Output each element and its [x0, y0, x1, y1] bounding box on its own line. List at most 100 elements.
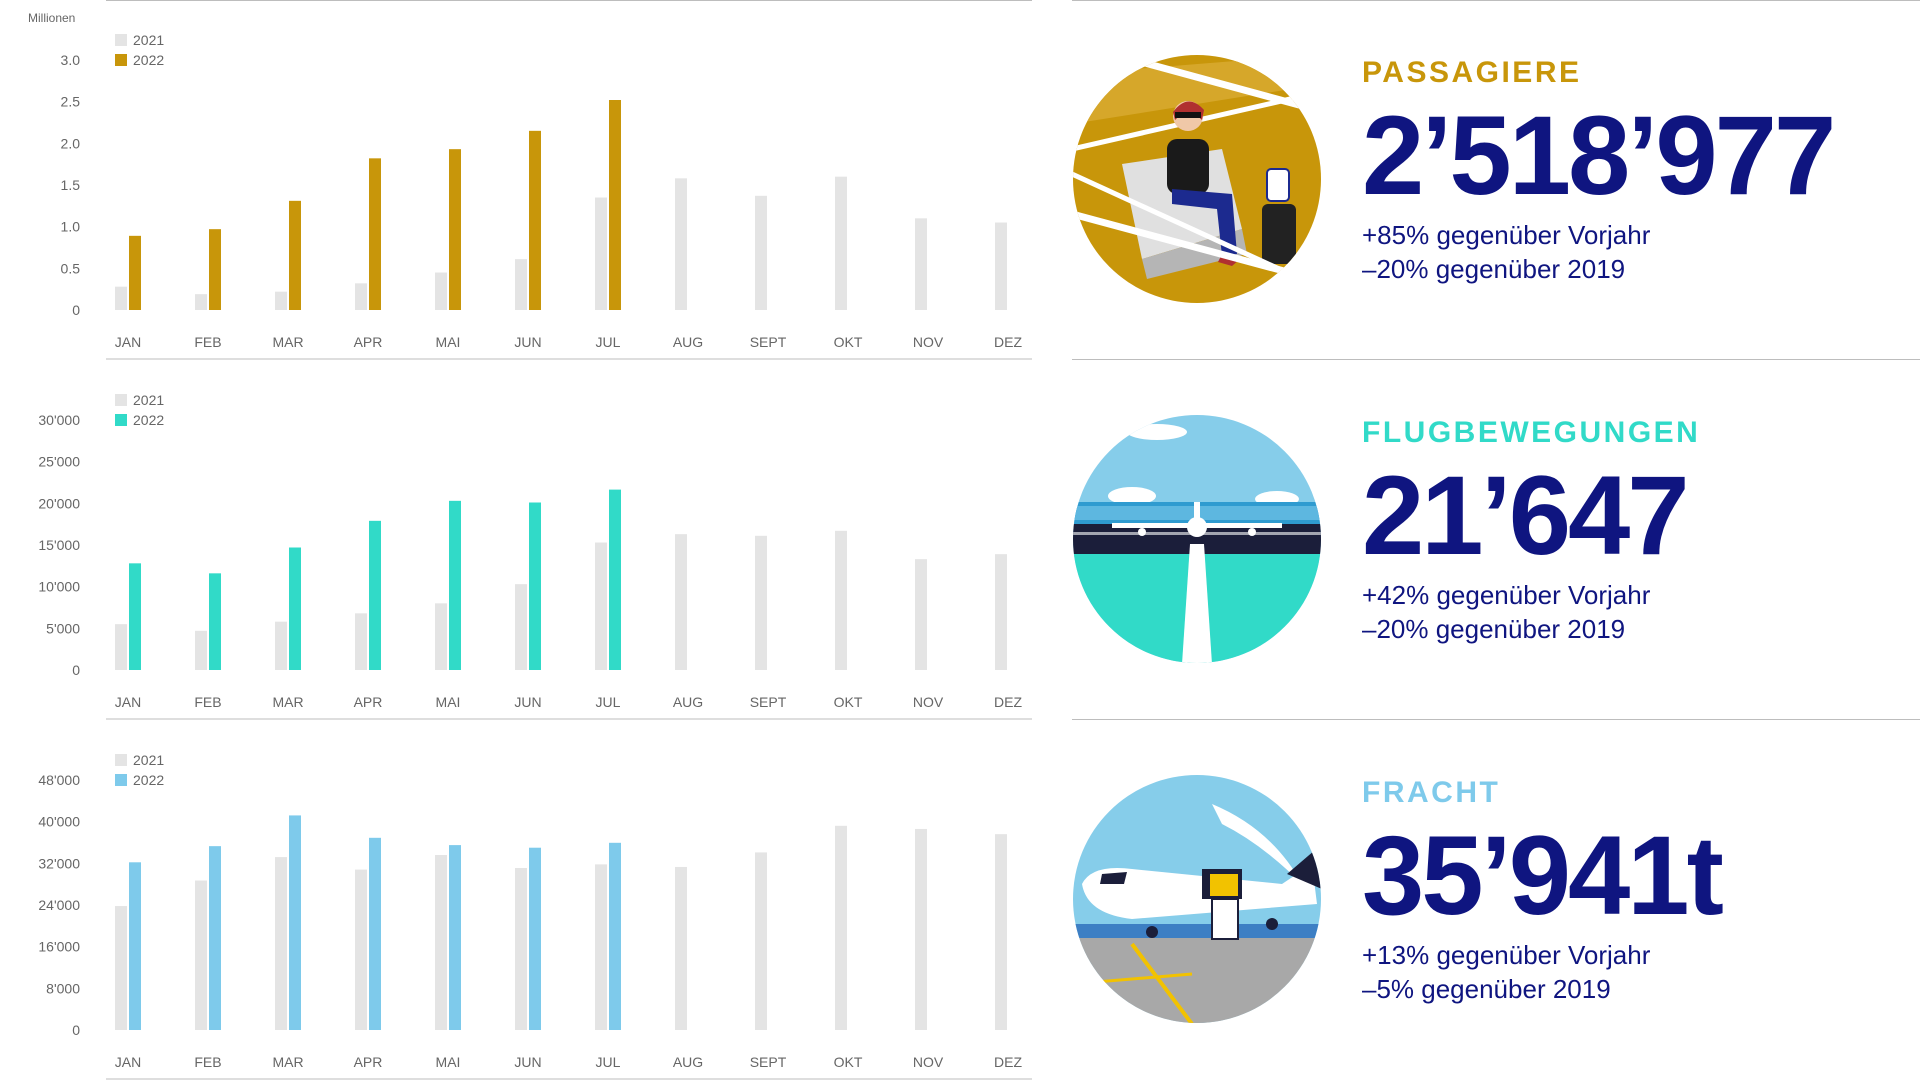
legend-swatch-2022 [115, 54, 127, 66]
runway-airplane-illustration [1073, 415, 1321, 663]
bar-2022-jun [529, 847, 541, 1030]
x-tick-label: DEZ [994, 334, 1022, 350]
passagiere-chart: Millionen 0 0.5 1.0 1.5 2.0 2.5 3.0 2021 2022 JAN F… [28, 11, 1032, 360]
legend-label-2022: 2022 [133, 52, 164, 68]
x-tick-label: SEPT [750, 334, 787, 350]
kpi-change-vorjahr-fracht: +13% gegenüber Vorjahr [1362, 940, 1651, 970]
bar-2021-okt [835, 825, 847, 1030]
legend-label-2022: 2022 [133, 772, 164, 788]
bar-2021-feb [195, 880, 207, 1030]
x-tick-label: MAR [272, 1054, 303, 1070]
y-tick-label: 24'000 [38, 897, 80, 913]
flugbewegungen-chart: 0 5'000 10'000 15'000 20'000 25'000 30'000 2021… [38, 392, 1032, 720]
bar-2021-dez [995, 222, 1007, 310]
bar-2021-mar [275, 857, 287, 1030]
kpi-value-fracht: 35’941t [1362, 813, 1724, 938]
bar-2022-apr [369, 837, 381, 1030]
kpi-change-2019-passagiere: –20% gegenüber 2019 [1362, 254, 1626, 284]
bar-2021-nov [915, 218, 927, 310]
bar-2021-jul [595, 864, 607, 1030]
y-tick-label: 0 [72, 662, 80, 678]
top-divider-right [1072, 0, 1920, 1]
legend-label-2022: 2022 [133, 412, 164, 428]
kpi-passagiere: PASSAGIERE 2’518’977 +85% gegenüber Vorj… [1362, 56, 1902, 286]
legend-swatch-2021 [115, 394, 127, 406]
x-tick-label: AUG [673, 1054, 703, 1070]
legend-swatch-2022 [115, 414, 127, 426]
y-tick-label: 32'000 [38, 855, 80, 871]
x-tick-label: JAN [115, 694, 141, 710]
x-tick-label: DEZ [994, 694, 1022, 710]
kpi-fracht: FRACHT 35’941t +13% gegenüber Vorjahr –5… [1362, 776, 1902, 1006]
y-tick-label: 3.0 [61, 52, 81, 68]
y-unit-label: Millionen [28, 11, 75, 25]
bar-2021-sept [755, 195, 767, 310]
bar-2021-apr [355, 613, 367, 670]
bar-2021-jun [515, 868, 527, 1030]
y-tick-label: 2.0 [61, 135, 81, 151]
bar-2022-jun [529, 502, 541, 670]
passenger-illustration [1073, 55, 1321, 303]
legend-label-2021: 2021 [133, 392, 164, 408]
bar-2021-jun [515, 584, 527, 670]
x-tick-label: SEPT [750, 1054, 787, 1070]
bar-2021-feb [195, 294, 207, 310]
y-tick-label: 10'000 [38, 579, 80, 595]
y-tick-label: 40'000 [38, 814, 80, 830]
x-tick-label: FEB [194, 334, 221, 350]
y-tick-label: 48'000 [38, 772, 80, 788]
x-tick-label: DEZ [994, 1054, 1022, 1070]
fracht-chart: 0 8'000 16'000 24'000 32'000 40'000 48'000 2021… [38, 752, 1032, 1080]
bar-2021-feb [195, 630, 207, 670]
bar-2021-aug [675, 178, 687, 310]
x-tick-label: JUL [596, 694, 621, 710]
y-tick-label: 5'000 [46, 620, 80, 636]
bar-2021-mai [435, 855, 447, 1030]
bar-2022-mar [289, 815, 301, 1030]
y-tick-label: 16'000 [38, 939, 80, 955]
kpi-change-vorjahr-flugbewegungen: +42% gegenüber Vorjahr [1362, 580, 1651, 610]
bar-2021-mar [275, 291, 287, 310]
bar-2022-mai [449, 149, 461, 310]
bar-2021-mar [275, 621, 287, 670]
x-tick-label: NOV [913, 694, 944, 710]
kpi-value-passagiere: 2’518’977 [1362, 93, 1836, 218]
bar-2022-jun [529, 130, 541, 310]
x-tick-label: JAN [115, 334, 141, 350]
bar-2021-aug [675, 534, 687, 670]
bar-2022-mai [449, 500, 461, 670]
x-tick-label: OKT [834, 694, 863, 710]
legend-label-2021: 2021 [133, 752, 164, 768]
bar-2022-jan [129, 235, 141, 310]
x-tick-label: NOV [913, 334, 944, 350]
kpi-label-flugbewegungen: FLUGBEWEGUNGEN [1362, 416, 1701, 449]
bar-2022-feb [209, 229, 221, 310]
bar-2022-feb [209, 573, 221, 670]
bar-2021-sept [755, 535, 767, 670]
y-tick-label: 1.5 [61, 177, 81, 193]
kpi-value-flugbewegungen: 21’647 [1362, 453, 1690, 578]
bar-2021-jul [595, 197, 607, 310]
bar-2021-okt [835, 176, 847, 310]
bar-2022-mai [449, 845, 461, 1030]
x-tick-label: OKT [834, 334, 863, 350]
x-tick-label: NOV [913, 1054, 944, 1070]
x-tick-label: JUN [514, 1054, 541, 1070]
y-tick-label: 1.0 [61, 219, 81, 235]
x-tick-label: AUG [673, 334, 703, 350]
legend-swatch-2022 [115, 774, 127, 786]
y-tick-label: 30'000 [38, 412, 80, 428]
bar-2022-jan [129, 862, 141, 1030]
y-tick-label: 0.5 [61, 260, 81, 276]
top-divider-left [106, 0, 1032, 1]
bar-2022-jul [609, 100, 621, 310]
x-tick-label: JAN [115, 1054, 141, 1070]
x-tick-label: APR [354, 694, 383, 710]
bar-2021-apr [355, 869, 367, 1030]
bar-2021-nov [915, 828, 927, 1030]
x-tick-label: JUL [596, 1054, 621, 1070]
x-tick-label: JUN [514, 694, 541, 710]
bar-2022-apr [369, 158, 381, 310]
x-tick-label: APR [354, 334, 383, 350]
kpi-label-passagiere: PASSAGIERE [1362, 56, 1582, 89]
